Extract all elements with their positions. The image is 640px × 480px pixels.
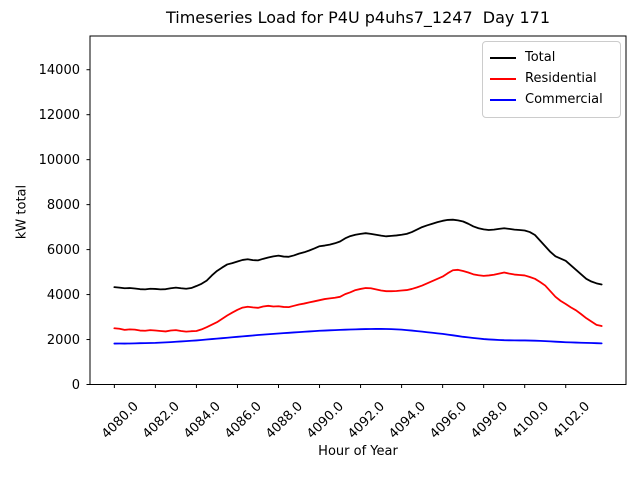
- x-tick-label: 4084.0: [181, 399, 224, 442]
- legend-item-commercial: Commercial: [483, 89, 620, 110]
- legend-label: Residential: [525, 71, 597, 86]
- y-tick-label: 4000: [47, 288, 80, 303]
- legend-item-residential: Residential: [483, 68, 620, 89]
- x-axis-label: Hour of Year: [318, 444, 398, 459]
- x-tick-label: 4100.0: [509, 399, 552, 442]
- axes-frame: [89, 35, 627, 385]
- residential-line-swatch: [490, 77, 516, 80]
- x-tick-label: 4092.0: [345, 399, 388, 442]
- x-tick-label: 4102.0: [550, 399, 593, 442]
- x-tick-label: 4086.0: [222, 399, 265, 442]
- x-tick-label: 4090.0: [304, 399, 347, 442]
- y-tick-label: 0: [72, 378, 80, 393]
- y-tick-label: 14000: [39, 63, 80, 78]
- x-tick-label: 4098.0: [468, 399, 511, 442]
- y-tick-label: 2000: [47, 333, 80, 348]
- x-tick-label: 4082.0: [140, 399, 183, 442]
- legend-item-total: Total: [483, 47, 620, 68]
- total-line-swatch: [490, 56, 516, 59]
- y-axis-label: kW total: [14, 184, 30, 240]
- y-tick-label: 12000: [39, 108, 80, 123]
- legend: Total Residential Commercial: [482, 41, 621, 118]
- x-tick-label: 4080.0: [99, 399, 142, 442]
- commercial-line-swatch: [490, 98, 516, 101]
- legend-label: Total: [525, 50, 556, 65]
- chart-title: Timeseries Load for P4U p4uhs7_1247 Day …: [165, 8, 551, 27]
- x-tick-label: 4094.0: [386, 399, 429, 442]
- residential-line: [113, 268, 603, 333]
- y-tick-label: 10000: [39, 153, 80, 168]
- x-tick-label: 4088.0: [263, 399, 306, 442]
- y-tick-label: 6000: [47, 243, 80, 258]
- x-tick-label: 4096.0: [427, 399, 470, 442]
- commercial-line: [113, 328, 603, 345]
- total-line: [113, 218, 603, 291]
- legend-label: Commercial: [525, 92, 603, 107]
- y-tick-label: 8000: [47, 198, 80, 213]
